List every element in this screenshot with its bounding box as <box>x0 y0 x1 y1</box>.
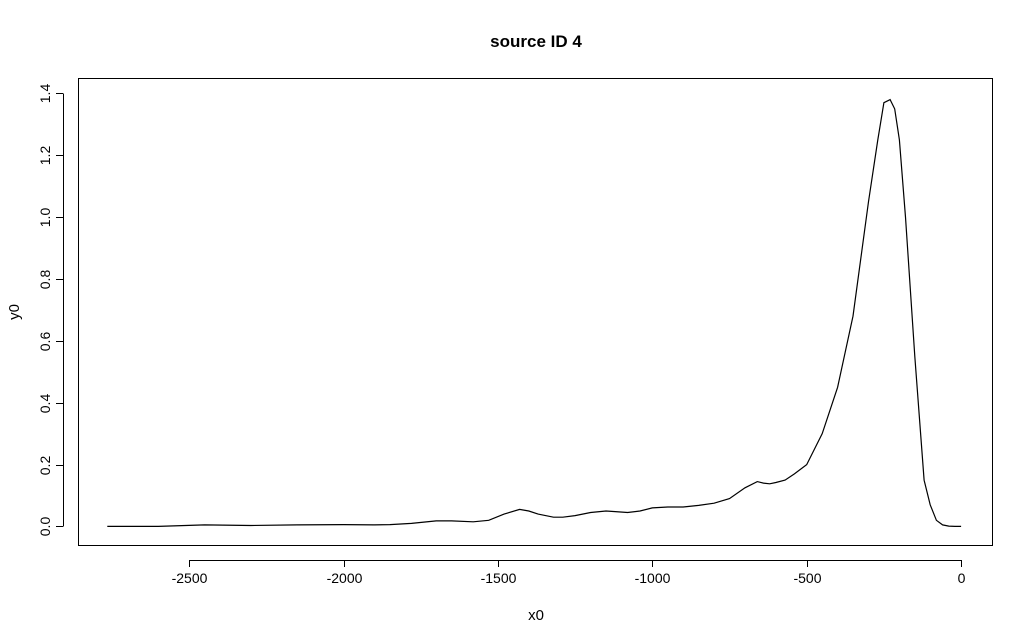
y-tick-label: 0.2 <box>37 456 53 476</box>
y-tick-label: 1.4 <box>37 84 53 104</box>
x-tick-label: -2000 <box>327 570 363 586</box>
y-axis: 0.0 0.2 0.4 0.6 0.8 1.0 1.2 1.4 <box>37 84 64 537</box>
x-tick-label: -1000 <box>635 570 671 586</box>
chart-title: source ID 4 <box>490 32 582 51</box>
x-axis: -2500 -2000 -1500 -1000 -500 0 <box>172 560 966 586</box>
x-tick-label: -1500 <box>481 570 517 586</box>
x-tick-label: -500 <box>793 570 821 586</box>
plot-box <box>78 78 993 546</box>
x-tick-label: 0 <box>958 570 966 586</box>
y-tick-label: 0.6 <box>37 332 53 352</box>
y-tick-label: 0.4 <box>37 394 53 414</box>
y-tick-label: 1.2 <box>37 146 53 166</box>
y-tick-label: 0.8 <box>37 270 53 290</box>
series-line <box>107 98 962 527</box>
y-tick-label: 0.0 <box>37 517 53 537</box>
y-axis-label: y0 <box>6 304 23 320</box>
x-tick-label: -2500 <box>172 570 208 586</box>
y-tick-label: 1.0 <box>37 208 53 228</box>
x-axis-label: x0 <box>528 607 544 624</box>
